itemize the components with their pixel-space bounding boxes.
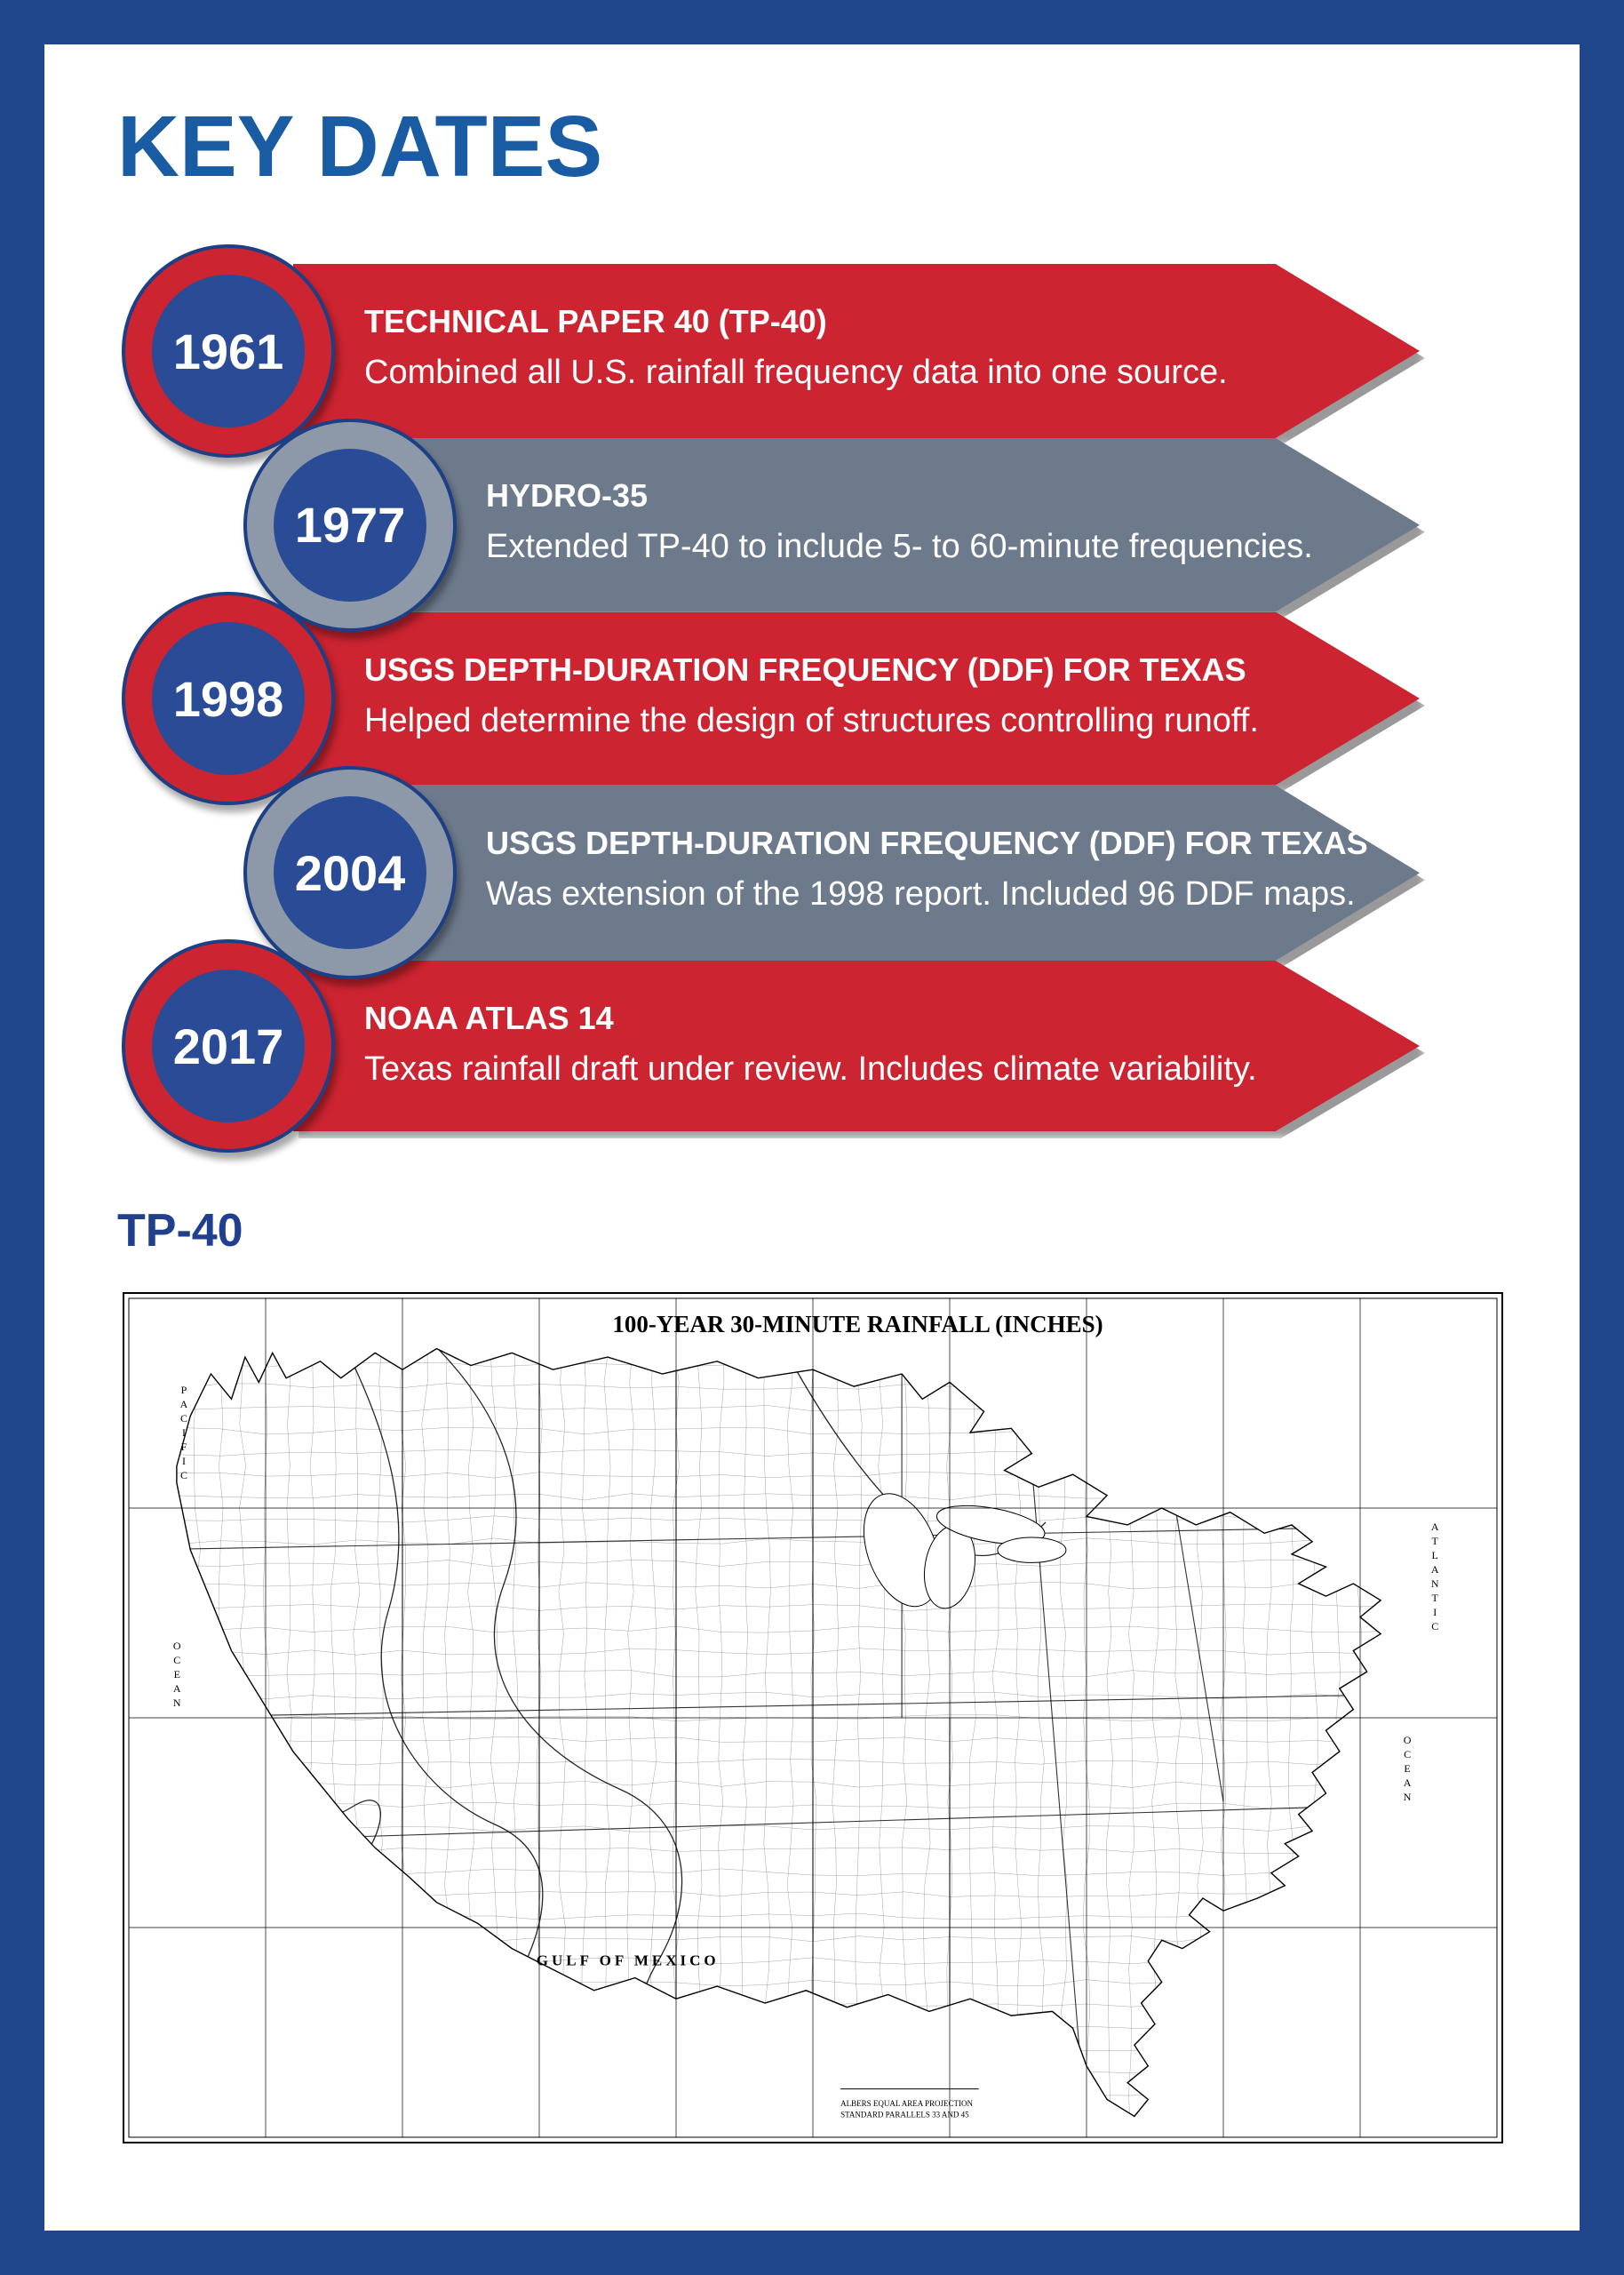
- svg-text:STANDARD PARALLELS 33 AND 45: STANDARD PARALLELS 33 AND 45: [840, 2110, 969, 2119]
- svg-text:I: I: [1433, 1606, 1437, 1618]
- svg-text:I: I: [182, 1455, 186, 1467]
- svg-text:E: E: [174, 1668, 180, 1680]
- svg-text:A: A: [1404, 1776, 1412, 1789]
- svg-text:T: T: [1432, 1535, 1439, 1547]
- svg-text:A: A: [173, 1682, 181, 1695]
- svg-text:C: C: [173, 1654, 180, 1666]
- svg-text:A: A: [1431, 1521, 1439, 1533]
- svg-text:I: I: [182, 1426, 186, 1439]
- svg-text:E: E: [1404, 1762, 1410, 1775]
- svg-text:A: A: [1431, 1563, 1439, 1576]
- svg-text:C: C: [1431, 1620, 1438, 1632]
- svg-text:N: N: [1431, 1577, 1439, 1590]
- svg-text:C: C: [1404, 1748, 1411, 1760]
- svg-text:O: O: [1404, 1734, 1412, 1746]
- svg-text:C: C: [180, 1412, 187, 1425]
- svg-text:P: P: [181, 1384, 187, 1396]
- svg-text:100-YEAR 30-MINUTE RAINFALL (I: 100-YEAR 30-MINUTE RAINFALL (INCHES): [612, 1311, 1103, 1337]
- svg-text:ALBERS EQUAL AREA PROJECTION: ALBERS EQUAL AREA PROJECTION: [840, 2099, 973, 2108]
- svg-text:A: A: [180, 1398, 188, 1410]
- svg-text:L: L: [1432, 1549, 1438, 1561]
- svg-text:N: N: [1404, 1791, 1412, 1803]
- svg-text:F: F: [181, 1441, 187, 1453]
- svg-text:C: C: [180, 1469, 187, 1481]
- svg-text:T: T: [1432, 1592, 1439, 1604]
- svg-text:N: N: [173, 1696, 181, 1709]
- svg-text:O: O: [173, 1640, 181, 1652]
- svg-text:GULF OF MEXICO: GULF OF MEXICO: [537, 1952, 720, 1968]
